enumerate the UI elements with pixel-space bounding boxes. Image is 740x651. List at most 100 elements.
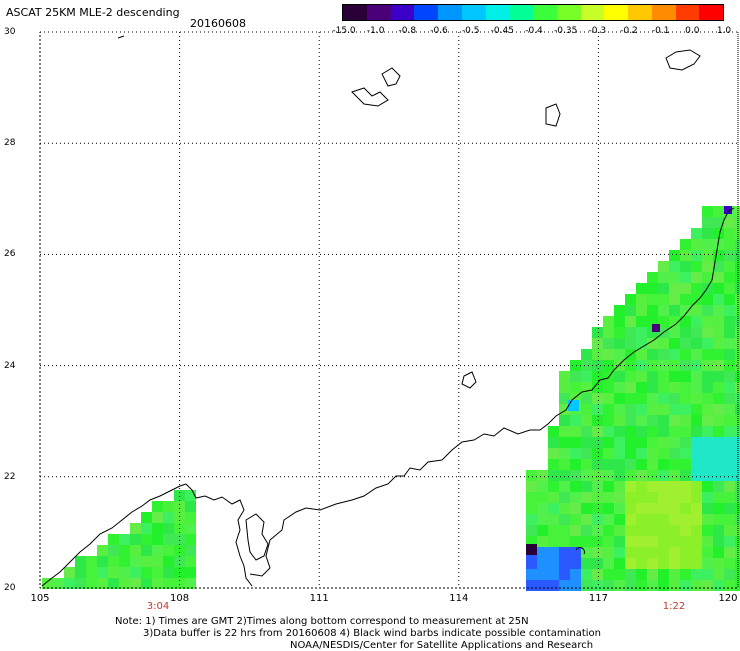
swath-cell xyxy=(174,545,185,556)
swath-cell xyxy=(702,250,713,261)
swath-cell xyxy=(570,569,581,580)
swath-cell xyxy=(647,525,658,536)
swath-cell xyxy=(702,305,713,316)
measurement-time-east: 1:22 xyxy=(662,601,686,612)
swath-cell xyxy=(141,556,152,567)
swath-cell xyxy=(658,360,669,371)
swath-cell xyxy=(713,360,724,371)
swath-cell xyxy=(625,492,636,503)
swath-cell xyxy=(603,393,614,404)
color-scale-swatch xyxy=(699,5,723,20)
color-scale-swatch xyxy=(343,5,367,20)
swath-cell xyxy=(658,349,669,360)
color-scale-swatch xyxy=(438,5,462,20)
swath-cell xyxy=(86,578,97,589)
swath-cell xyxy=(713,514,724,525)
swath-cell xyxy=(647,547,658,558)
swath-cell xyxy=(537,492,548,503)
swath-cell xyxy=(647,415,658,426)
swath-cell xyxy=(669,503,680,514)
swath-cell xyxy=(647,580,658,591)
note-line-2: 3)Data buffer is 22 hrs from 20160608 4)… xyxy=(143,628,601,639)
island-north-1 xyxy=(381,67,401,87)
swath-cell xyxy=(713,503,724,514)
swath-cell xyxy=(713,382,724,393)
swath-cell xyxy=(713,261,724,272)
swath-cell xyxy=(570,437,581,448)
swath-cell xyxy=(713,239,724,250)
swath-cell xyxy=(614,393,625,404)
swath-cell xyxy=(97,545,108,556)
swath-cell xyxy=(625,360,636,371)
swath-cell xyxy=(735,382,740,393)
swath-cell xyxy=(669,250,680,261)
swath-cell xyxy=(636,481,647,492)
swath-cell xyxy=(614,470,625,481)
swath-cell xyxy=(526,470,537,481)
swath-cell xyxy=(163,545,174,556)
swath-cell xyxy=(592,481,603,492)
swath-cell xyxy=(537,547,548,558)
swath-cell xyxy=(724,580,735,591)
swath-cell xyxy=(64,578,75,589)
swath-cell xyxy=(592,371,603,382)
swath-cell xyxy=(636,503,647,514)
swath-cell xyxy=(625,580,636,591)
swath-cell xyxy=(713,481,724,492)
swath-cell xyxy=(625,525,636,536)
swath-cell xyxy=(108,556,119,567)
swath-cell xyxy=(548,481,559,492)
swath-cell xyxy=(636,404,647,415)
swath-cell xyxy=(647,349,658,360)
swath-cell xyxy=(614,349,625,360)
swath-cell xyxy=(680,503,691,514)
swath-cell xyxy=(581,349,592,360)
swath-cell xyxy=(526,503,537,514)
swath-cell xyxy=(647,404,658,415)
swath-cell xyxy=(130,534,141,545)
color-scale-swatch xyxy=(604,5,628,20)
swath-cell xyxy=(185,490,196,501)
swath-cell xyxy=(581,393,592,404)
swath-cell xyxy=(647,481,658,492)
swath-cell xyxy=(713,404,724,415)
swath-cell xyxy=(691,305,702,316)
swath-cell xyxy=(537,558,548,569)
swath-cell xyxy=(636,580,647,591)
swath-cell xyxy=(559,448,570,459)
swath-cell xyxy=(636,547,647,558)
swath-cell xyxy=(658,393,669,404)
swath-cell xyxy=(724,536,735,547)
swath-cell xyxy=(702,448,713,459)
swath-cell xyxy=(570,393,581,404)
color-scale-swatch xyxy=(509,5,533,20)
swath-cell xyxy=(680,481,691,492)
swath-cell xyxy=(559,514,570,525)
swath-cell xyxy=(735,404,740,415)
swath-cell xyxy=(724,470,735,481)
swath-cell xyxy=(548,459,559,470)
swath-cell xyxy=(86,567,97,578)
swath-cell xyxy=(592,536,603,547)
swath-cell xyxy=(603,349,614,360)
swath-cell xyxy=(647,536,658,547)
swath-cell xyxy=(658,316,669,327)
swath-cell xyxy=(680,492,691,503)
longitude-label: 114 xyxy=(449,593,469,604)
swath-cell xyxy=(570,360,581,371)
swath-cell xyxy=(548,470,559,481)
color-scale-tick: 1.0 xyxy=(716,26,732,36)
swath-cell xyxy=(526,569,537,580)
swath-cell xyxy=(559,525,570,536)
swath-cell xyxy=(152,501,163,512)
swath-cell xyxy=(614,481,625,492)
swath-cell xyxy=(702,481,713,492)
swath-cell xyxy=(680,316,691,327)
swath-cell xyxy=(185,578,196,589)
swath-cell xyxy=(702,261,713,272)
swath-cell xyxy=(141,523,152,534)
swath-cell xyxy=(119,567,130,578)
swath-cell xyxy=(691,547,702,558)
swath-cell xyxy=(636,426,647,437)
swath-cell xyxy=(702,294,713,305)
